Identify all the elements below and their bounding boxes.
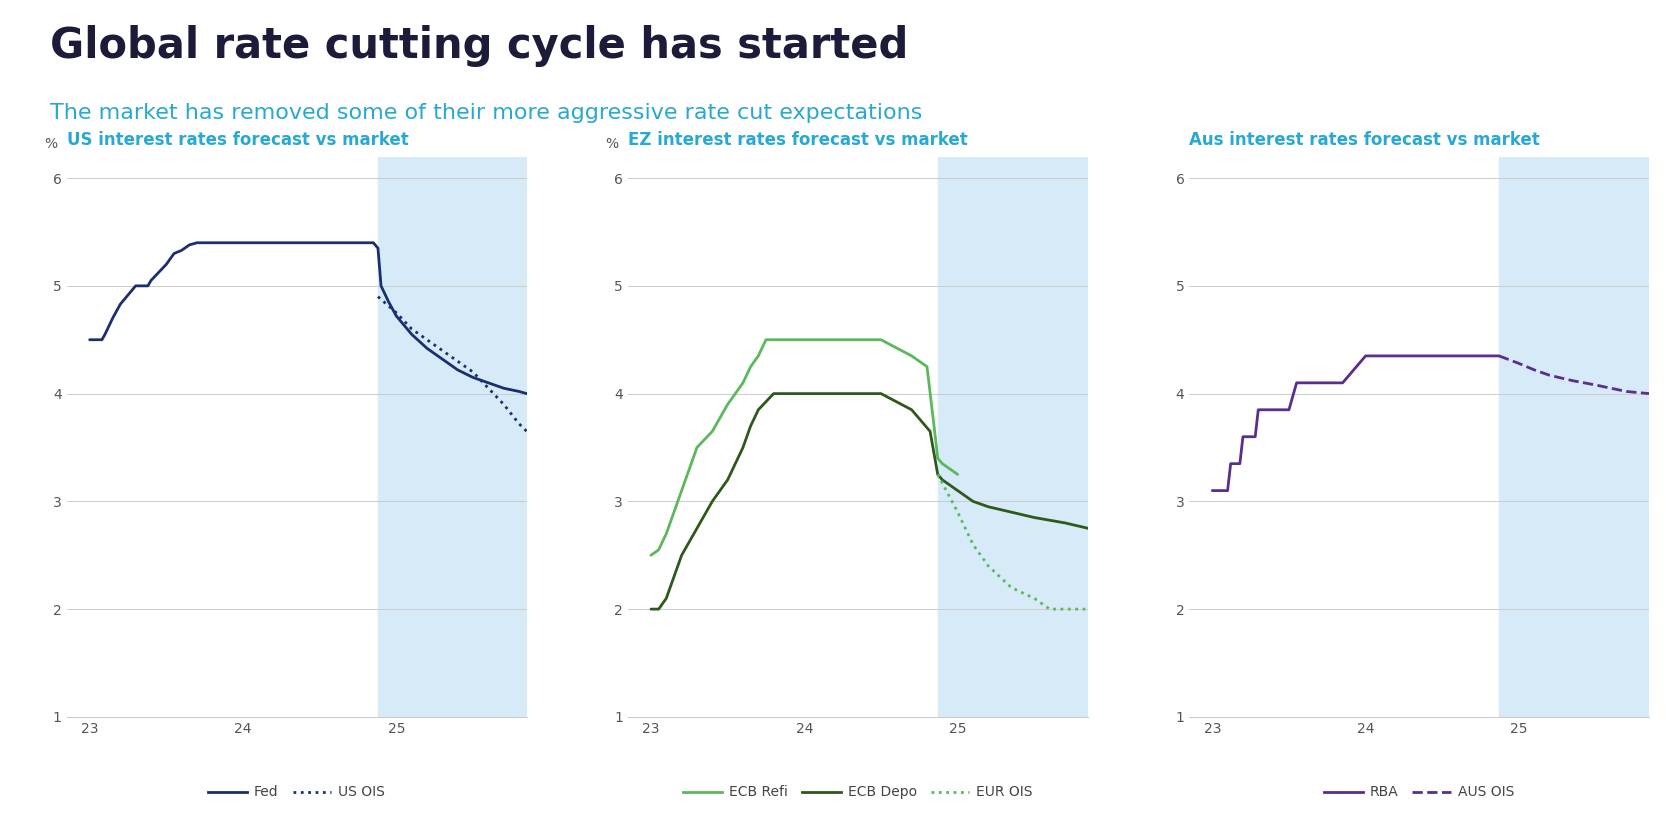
Text: Global rate cutting cycle has started: Global rate cutting cycle has started <box>50 25 908 67</box>
Text: Aus interest rates forecast vs market: Aus interest rates forecast vs market <box>1190 132 1539 149</box>
Bar <box>1499 157 1649 717</box>
Bar <box>378 157 526 717</box>
Bar <box>938 157 1088 717</box>
Legend: Fed, US OIS: Fed, US OIS <box>203 780 392 805</box>
Text: The market has removed some of their more aggressive rate cut expectations: The market has removed some of their mor… <box>50 103 923 123</box>
Text: %: % <box>45 137 57 151</box>
Legend: ECB Refi, ECB Depo, EUR OIS: ECB Refi, ECB Depo, EUR OIS <box>678 780 1038 805</box>
Text: EZ interest rates forecast vs market: EZ interest rates forecast vs market <box>628 132 968 149</box>
Text: %: % <box>606 137 618 151</box>
Legend: RBA, AUS OIS: RBA, AUS OIS <box>1318 780 1519 805</box>
Text: US interest rates forecast vs market: US interest rates forecast vs market <box>67 132 408 149</box>
